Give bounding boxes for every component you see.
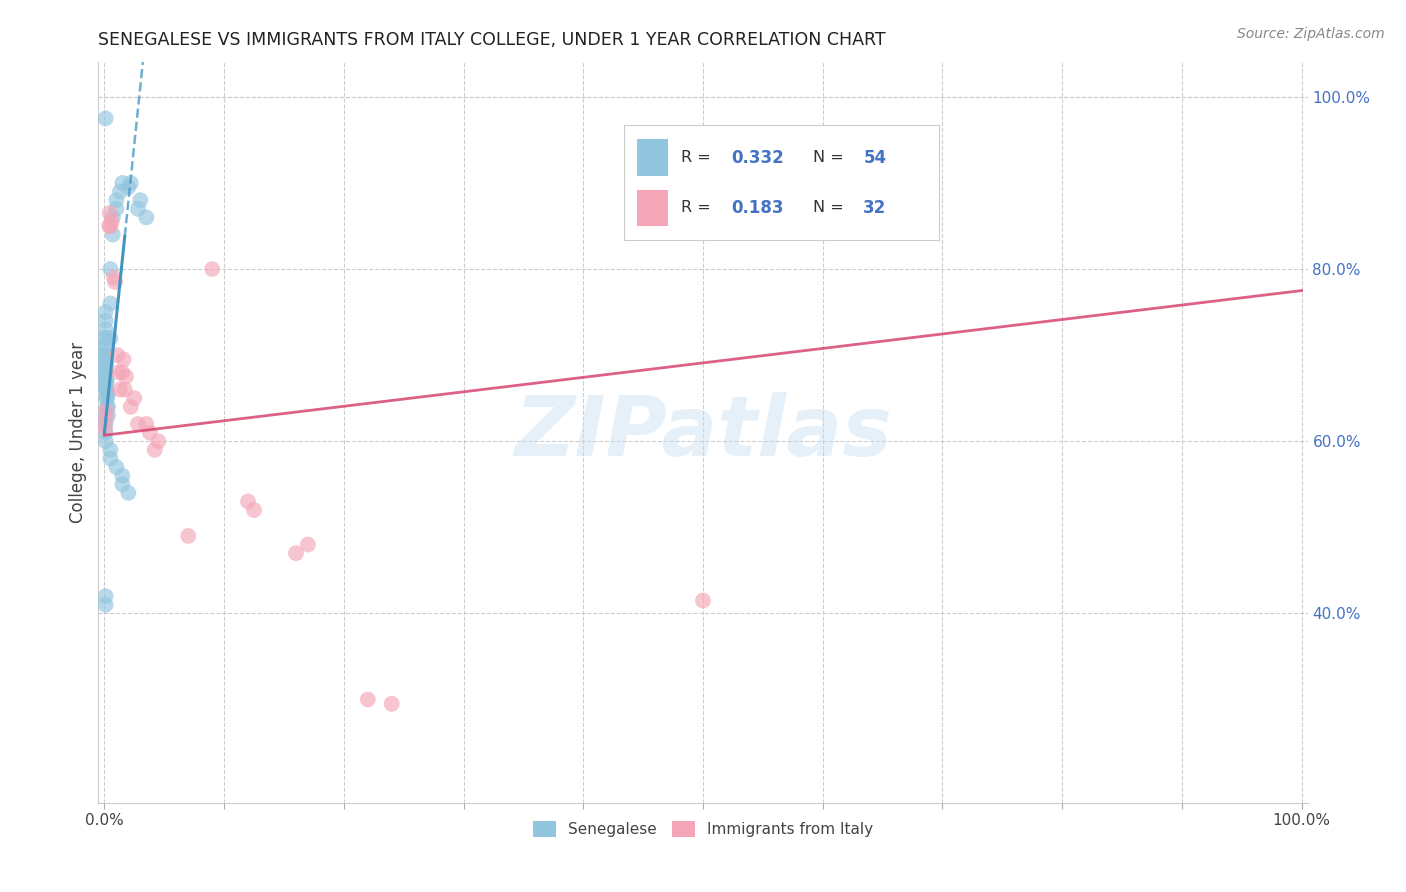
Point (96, 357, 118, 371)
Point (100, 219, 122, 233)
Point (143, 442, 166, 457)
Point (105, 460, 128, 475)
Point (94, 434, 117, 449)
Text: Source: ZipAtlas.com: Source: ZipAtlas.com (1237, 27, 1385, 41)
Point (129, 193, 152, 207)
Point (96, 383, 118, 397)
Point (201, 262, 224, 277)
Point (177, 529, 200, 543)
Point (124, 391, 146, 405)
Point (94, 374, 117, 388)
Point (94, 348, 117, 362)
Point (96, 404, 118, 418)
Point (107, 348, 129, 362)
Point (97, 387, 120, 401)
Point (94, 305, 117, 319)
Point (135, 211, 157, 225)
Point (135, 417, 157, 431)
Point (100, 262, 122, 277)
Point (357, 692, 380, 706)
Point (120, 400, 142, 414)
Point (94, 331, 117, 345)
Point (94, 352, 117, 367)
Point (105, 193, 128, 207)
Point (100, 442, 122, 457)
Point (107, 365, 129, 379)
Point (94, 348, 117, 362)
Point (139, 425, 162, 440)
Point (284, 546, 307, 560)
Point (94, 365, 117, 379)
Point (114, 383, 136, 397)
Point (96, 374, 118, 388)
Point (94, 357, 117, 371)
Point (111, 365, 134, 379)
Point (127, 202, 149, 216)
Point (108, 383, 131, 397)
Point (94, 112, 117, 126)
Point (96, 391, 118, 405)
Point (297, 537, 319, 551)
Point (236, 494, 259, 508)
Point (97, 409, 120, 423)
Point (94, 409, 117, 423)
Y-axis label: College, Under 1 year: College, Under 1 year (69, 342, 87, 524)
Point (96, 383, 118, 397)
Point (94, 383, 117, 397)
Point (96, 400, 118, 414)
Point (94, 598, 117, 612)
Point (94, 365, 117, 379)
Point (101, 227, 124, 242)
Point (117, 180, 139, 194)
Point (94, 331, 117, 345)
Point (98, 219, 121, 233)
Point (111, 176, 134, 190)
Point (104, 275, 127, 289)
Point (100, 331, 122, 345)
Point (94, 339, 117, 353)
Point (111, 477, 134, 491)
Point (115, 369, 138, 384)
Point (100, 296, 122, 310)
Point (105, 202, 128, 216)
Point (101, 211, 124, 225)
Point (103, 270, 125, 285)
Point (112, 352, 135, 367)
Point (94, 417, 117, 431)
Point (120, 176, 142, 190)
Point (111, 468, 134, 483)
Legend: Senegalese, Immigrants from Italy: Senegalese, Immigrants from Italy (527, 815, 879, 843)
Point (96, 365, 118, 379)
Point (94, 425, 117, 440)
Point (94, 413, 117, 427)
Text: SENEGALESE VS IMMIGRANTS FROM ITALY COLLEGE, UNDER 1 YEAR CORRELATION CHART: SENEGALESE VS IMMIGRANTS FROM ITALY COLL… (98, 31, 886, 49)
Point (127, 417, 149, 431)
Point (94, 589, 117, 603)
Point (94, 322, 117, 336)
Point (96, 391, 118, 405)
Point (94, 421, 117, 435)
Point (94, 314, 117, 328)
Point (97, 400, 120, 414)
Point (381, 697, 404, 711)
Point (243, 503, 266, 517)
Point (100, 451, 122, 466)
Text: ZIPatlas: ZIPatlas (515, 392, 891, 473)
Point (108, 185, 131, 199)
Point (98, 206, 121, 220)
Point (94, 339, 117, 353)
Point (692, 593, 714, 607)
Point (117, 486, 139, 500)
Point (148, 434, 170, 449)
Point (100, 215, 122, 229)
Point (96, 374, 118, 388)
